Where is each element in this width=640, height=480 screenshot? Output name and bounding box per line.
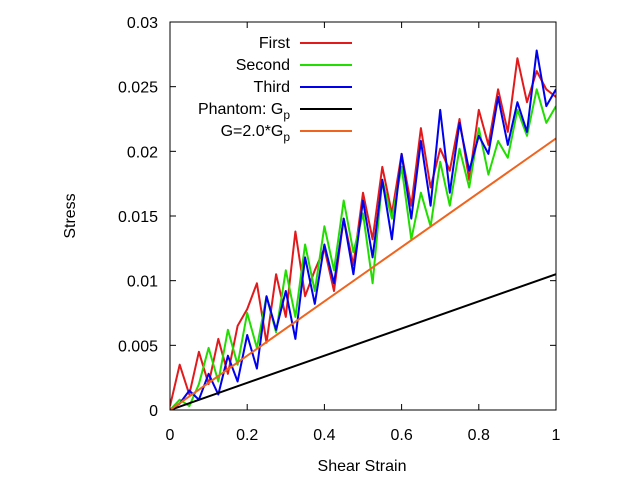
legend-label-sub-4: p [283, 130, 290, 144]
y-tick-label-0: 0 [149, 403, 158, 420]
ticks-layer: 0 0.2 0.4 0.6 0.8 1 0 0.005 0.01 0.015 0.02 0.025 0.… [118, 15, 561, 444]
legend: First Second Third Phantom: GpG=2.0*Gp [198, 35, 352, 144]
legend-label-4: G=2.0*Gp [221, 123, 291, 144]
legend-entry-1: Second [236, 57, 352, 74]
series-line-2 [170, 49, 556, 410]
x-axis-label: Shear Strain [318, 458, 407, 475]
y-tick-label-6: 0.03 [127, 15, 158, 32]
legend-entry-2: Third [254, 79, 352, 96]
y-tick-label-5: 0.025 [118, 80, 158, 97]
series-line-4 [170, 137, 556, 410]
legend-entry-4: G=2.0*Gp [221, 123, 352, 144]
legend-label-2: Third [254, 79, 290, 96]
y-tick-label-2: 0.01 [127, 274, 158, 291]
x-tick-label-3: 0.6 [390, 427, 412, 444]
legend-label-main-3: Phantom: G [198, 101, 283, 118]
x-tick-label-5: 1 [552, 427, 561, 444]
legend-label-1: Second [236, 57, 290, 74]
x-tick-label-1: 0.2 [236, 427, 258, 444]
series-line-0 [170, 57, 556, 407]
series-line-1 [170, 88, 556, 410]
legend-label-0: First [259, 35, 291, 52]
y-axis-label: Stress [62, 193, 79, 238]
y-tick-label-4: 0.02 [127, 144, 158, 161]
x-tick-label-4: 0.8 [468, 427, 490, 444]
legend-label-sub-3: p [283, 108, 290, 122]
legend-label-main-2: Third [254, 79, 290, 96]
y-tick-label-3: 0.015 [118, 209, 158, 226]
y-tick-label-1: 0.005 [118, 338, 158, 355]
legend-entry-3: Phantom: Gp [198, 101, 352, 122]
legend-label-3: Phantom: Gp [198, 101, 290, 122]
legend-label-main-0: First [259, 35, 291, 52]
legend-label-main-1: Second [236, 57, 290, 74]
legend-entry-0: First [259, 35, 352, 52]
series-line-3 [170, 273, 556, 410]
x-tick-label-2: 0.4 [313, 427, 335, 444]
x-tick-label-0: 0 [166, 427, 175, 444]
legend-label-main-4: G=2.0*G [221, 123, 284, 140]
series-layer [170, 49, 556, 410]
